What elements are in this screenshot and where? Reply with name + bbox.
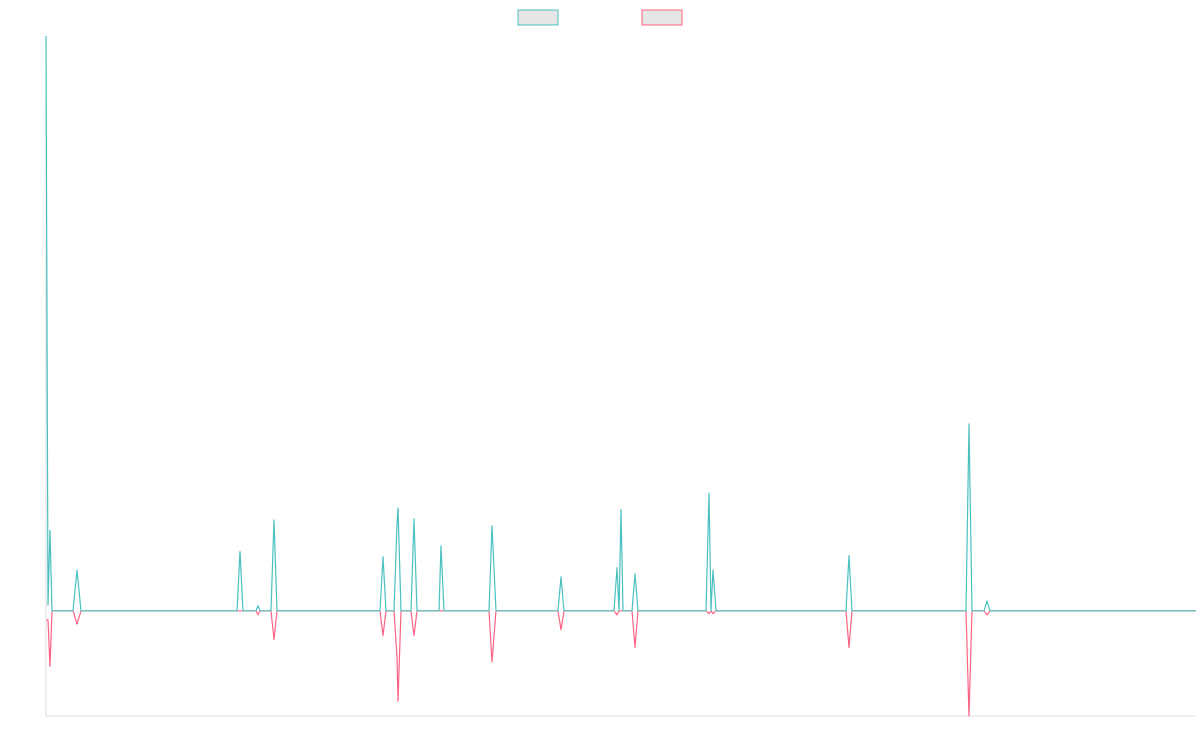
series-line <box>45 35 1196 612</box>
series-line <box>46 610 1196 717</box>
legend-swatch <box>641 9 683 26</box>
legend-swatch <box>517 9 559 26</box>
